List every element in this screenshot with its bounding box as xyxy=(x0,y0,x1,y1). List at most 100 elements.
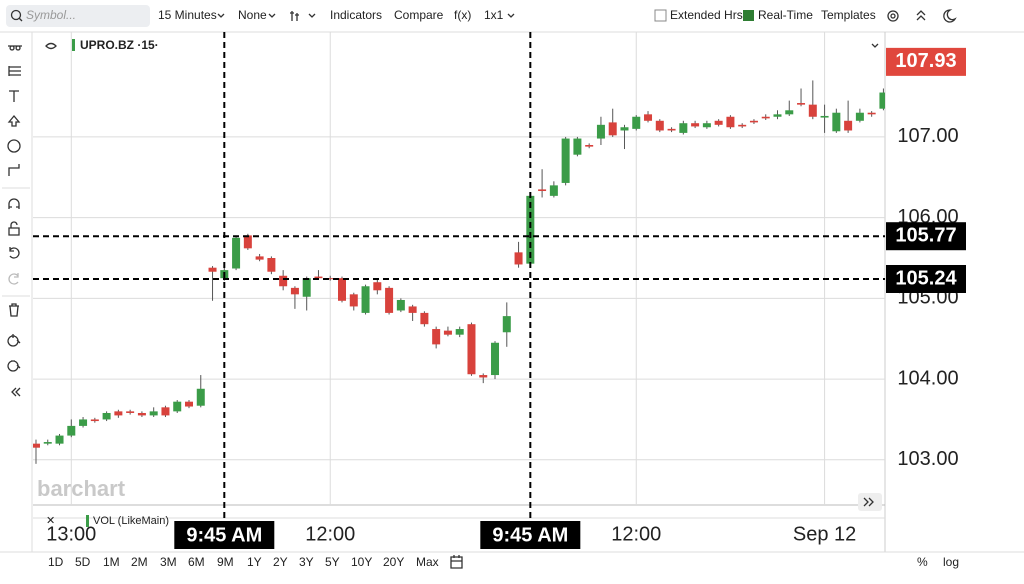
percent-toggle[interactable]: % xyxy=(917,555,928,569)
range-button[interactable]: 5D xyxy=(75,555,91,569)
last-price-label: 107.93 xyxy=(895,50,956,72)
candle-body xyxy=(844,120,853,131)
log-toggle[interactable]: log xyxy=(943,555,959,569)
candle-body xyxy=(290,287,299,295)
symbol-placeholder: Symbol... xyxy=(26,8,76,22)
candle-body xyxy=(443,330,452,335)
scroll-right-icon xyxy=(863,497,874,507)
legend-label: UPRO.BZ ·15· xyxy=(80,38,159,52)
candle-body xyxy=(785,110,794,115)
fib-tool[interactable] xyxy=(8,66,21,76)
volume-swatch xyxy=(86,515,89,527)
undo-button[interactable] xyxy=(9,247,20,259)
candle-body xyxy=(33,443,40,448)
candle-body xyxy=(526,195,535,264)
candle-body xyxy=(455,329,464,335)
y-tick-label: 107.00 xyxy=(897,125,958,147)
candle-body xyxy=(620,127,629,131)
crosshair-price-label: 105.77 xyxy=(895,224,956,246)
range-button[interactable]: 3M xyxy=(160,555,177,569)
range-button[interactable]: 2Y xyxy=(273,555,288,569)
chart-type-icon[interactable] xyxy=(290,11,299,21)
range-button[interactable]: 2M xyxy=(131,555,148,569)
range-button[interactable]: Max xyxy=(416,555,439,569)
crosshair-time-label: 9:45 AM xyxy=(186,524,262,546)
none-select[interactable]: None xyxy=(238,8,267,22)
candle-body xyxy=(832,112,841,132)
candle-body xyxy=(761,116,770,119)
collapse-sidebar[interactable] xyxy=(11,387,21,397)
lock-tool[interactable] xyxy=(8,221,20,236)
crosshair-time-box xyxy=(174,521,275,549)
symbol-search[interactable] xyxy=(6,5,150,27)
candle-body xyxy=(773,114,782,117)
range-button[interactable]: 1D xyxy=(48,555,64,569)
date-picker[interactable] xyxy=(450,555,463,569)
candle-body xyxy=(173,401,182,412)
chevron xyxy=(507,13,515,18)
indicators-button[interactable]: Indicators xyxy=(330,8,382,22)
compare-button[interactable]: Compare xyxy=(394,8,444,22)
x-tick-label: 12:00 xyxy=(611,523,661,545)
range-button[interactable]: 1M xyxy=(103,555,120,569)
search-icon xyxy=(18,17,23,22)
extended-hrs-checkbox[interactable] xyxy=(654,9,667,22)
volume-label: VOL (LikeMain) xyxy=(93,515,169,527)
candle-body xyxy=(655,120,664,131)
candle-body xyxy=(196,388,205,406)
layout-select[interactable]: 1x1 xyxy=(484,8,504,22)
range-button[interactable]: 6M xyxy=(188,555,205,569)
drawing-tools xyxy=(2,45,30,397)
candle-body xyxy=(385,287,394,313)
crosshair-price-box xyxy=(886,222,966,251)
collapse-icon[interactable] xyxy=(916,10,926,21)
redo-button[interactable] xyxy=(8,273,19,285)
volume-close[interactable]: ✕ xyxy=(46,515,55,527)
legend-swatch xyxy=(72,39,75,51)
zoom-in[interactable] xyxy=(7,334,21,347)
pane-menu[interactable] xyxy=(871,43,879,48)
y-tick-label: 104.00 xyxy=(897,367,958,389)
candle-body xyxy=(90,419,99,422)
range-button[interactable]: 9M xyxy=(217,555,234,569)
candle-body xyxy=(373,282,382,291)
range-button[interactable]: 5Y xyxy=(325,555,340,569)
candle-body xyxy=(573,138,582,155)
arrow-tool[interactable] xyxy=(7,114,21,127)
candle-body xyxy=(255,256,264,260)
magnet-tool[interactable] xyxy=(8,198,20,209)
candle-body xyxy=(702,123,711,128)
range-button[interactable]: 10Y xyxy=(351,555,372,569)
zoom-out[interactable] xyxy=(7,360,21,372)
text-tool[interactable] xyxy=(9,90,19,102)
candle-body xyxy=(137,412,146,416)
interval-select[interactable]: 15 Minutes xyxy=(158,8,217,22)
candle-body xyxy=(184,401,193,407)
candle-body xyxy=(102,412,111,420)
candle-body xyxy=(679,123,688,133)
number-tool[interactable] xyxy=(7,139,21,153)
candle-body xyxy=(267,258,276,272)
line-tool[interactable] xyxy=(8,45,22,51)
theme-icon[interactable] xyxy=(943,9,957,23)
real-time-checkbox[interactable] xyxy=(743,10,754,21)
candle-body xyxy=(808,104,817,117)
scroll-right[interactable] xyxy=(858,493,882,511)
candle-body xyxy=(243,235,252,249)
candle-body xyxy=(879,92,885,109)
y-tick-label: 103.00 xyxy=(897,448,958,470)
candle-body xyxy=(408,306,417,313)
fx-button[interactable]: f(x) xyxy=(454,8,471,22)
candle-body xyxy=(726,116,735,128)
range-button[interactable]: 20Y xyxy=(383,555,404,569)
visibility-icon[interactable] xyxy=(45,42,57,50)
candle-body xyxy=(232,237,241,269)
settings-icon[interactable] xyxy=(887,10,899,22)
templates-button[interactable]: Templates xyxy=(821,8,876,22)
measure-tool[interactable] xyxy=(8,164,20,176)
range-button[interactable]: 3Y xyxy=(299,555,314,569)
range-button[interactable]: 1Y xyxy=(247,555,262,569)
delete-tool[interactable] xyxy=(9,303,19,317)
